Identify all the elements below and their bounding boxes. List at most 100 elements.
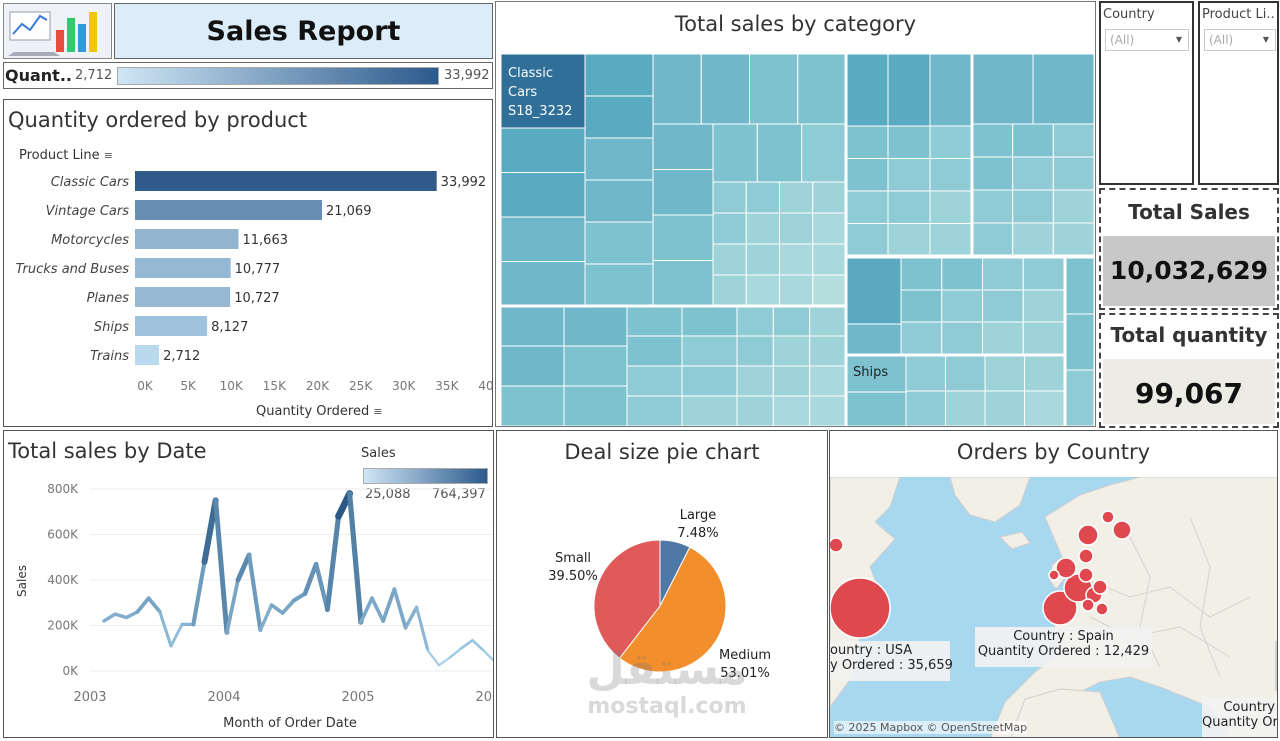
treemap-cell-trucks-buses[interactable] [971,222,1014,257]
bar[interactable] [135,229,239,249]
treemap-cell-motorcycles[interactable] [929,53,973,127]
treemap-cell-ships[interactable] [905,390,946,426]
treemap-cell-vintage-cars[interactable] [681,395,738,426]
treemap-cell-classic-cars[interactable] [652,53,702,125]
treemap-cell-classic-cars[interactable] [652,169,714,216]
treemap-cell-motorcycles[interactable] [845,158,889,192]
line-segment[interactable] [381,587,397,623]
treemap-cell-vintage-cars[interactable] [772,395,811,426]
line-segment[interactable] [302,561,319,596]
line-segment[interactable] [135,596,151,614]
treemap-cell-motorcycles[interactable] [887,125,931,159]
treemap-cell-classic-cars[interactable] [749,53,799,125]
treemap-cell-planes[interactable] [900,321,943,355]
treemap-cell-planes[interactable] [900,289,943,323]
treemap-cell-ships[interactable] [905,355,946,392]
country-bubble-belgium[interactable] [1078,567,1094,583]
treemap-cell-classic-cars[interactable] [500,127,586,173]
treemap-cell-ships[interactable] [984,390,1025,426]
country-bubbles[interactable] [830,510,1132,639]
treemap-cell-classic-cars[interactable] [584,263,654,307]
treemap-cell-classic-cars[interactable] [584,221,654,265]
line-segment[interactable] [460,638,474,650]
line-segment[interactable] [247,552,263,633]
sort-axis-icon[interactable]: ≡ [373,405,383,418]
treemap-cell-vintage-cars[interactable] [626,365,683,397]
treemap-cell-trucks-buses[interactable] [1012,222,1054,257]
bar[interactable] [135,258,231,278]
country-filter-dropdown[interactable]: (All) ▼ [1105,29,1189,51]
line-segment[interactable] [124,610,140,620]
line-segment[interactable] [269,603,285,615]
line-segment[interactable] [169,622,184,648]
treemap-cell-classic-cars[interactable] [712,181,747,214]
treemap-cell-classic-cars[interactable] [584,95,654,139]
treemap-cell-planes[interactable] [845,257,902,325]
pie-slice-small[interactable] [593,539,661,659]
treemap-cell-motorcycles[interactable] [845,125,889,159]
treemap-cell-ships[interactable] [945,355,986,392]
treemap-cell-motorcycles[interactable] [887,223,931,257]
country-bubble-ireland[interactable] [1048,569,1060,581]
line-segment[interactable] [426,649,441,667]
treemap-cell-classic-cars[interactable] [812,181,847,214]
line-segment[interactable] [370,596,385,623]
treemap-cell-classic-cars[interactable] [779,243,814,276]
treemap-cell-classic-cars[interactable] [584,179,654,223]
treemap-cell-classic-cars[interactable] [812,243,847,276]
treemap-cell-classic-cars[interactable] [652,123,714,170]
treemap-cell-vintage-cars[interactable] [626,335,683,367]
treemap-cell-trucks-buses[interactable] [1052,189,1095,224]
treemap-cell-classic-cars[interactable] [745,181,780,214]
line-segment[interactable] [201,497,219,565]
treemap-cell-classic-cars[interactable] [700,53,750,125]
treemap-cell-classic-cars[interactable] [500,172,586,218]
bar[interactable] [135,171,437,191]
line-segment[interactable] [415,605,430,653]
line-segment[interactable] [482,649,494,662]
country-bubble-spain[interactable] [1042,590,1078,626]
treemap-cell-vintage-cars[interactable] [626,305,683,337]
treemap-cell-trucks-buses[interactable] [971,189,1014,224]
line-segment[interactable] [347,490,364,625]
treemap-cell-trucks-buses[interactable] [1012,156,1054,191]
line-segment[interactable] [258,603,274,632]
treemap-cell-vintage-cars[interactable] [681,365,738,397]
treemap-cell-motorcycles[interactable] [929,190,973,224]
treemap-cell-vintage-cars[interactable] [772,335,811,367]
treemap-cell-trains[interactable] [1065,257,1095,315]
bar[interactable] [135,287,231,307]
treemap-cell-planes[interactable] [982,321,1024,355]
treemap-cell-classic-cars[interactable] [779,274,814,307]
treemap-cell-trucks-buses[interactable] [971,156,1014,191]
treemap-cell-classic-cars[interactable] [812,274,847,307]
treemap-cell-classic-cars[interactable] [779,181,814,214]
treemap-cell-vintage-cars[interactable] [809,305,847,337]
treemap-cell-planes[interactable] [845,323,902,355]
treemap-cell-trains[interactable] [1065,369,1095,426]
line-segment[interactable] [324,513,342,613]
treemap-cell-vintage-cars[interactable] [772,305,811,337]
line-segment[interactable] [113,612,129,620]
treemap-cell-classic-cars[interactable] [712,212,747,245]
treemap-cell-vintage-cars[interactable] [563,305,628,347]
treemap-cell-trucks-buses[interactable] [1032,53,1095,125]
treemap-cell-trucks-buses[interactable] [1052,156,1095,191]
treemap-cell-motorcycles[interactable] [845,53,889,127]
treemap-cell-classic-cars[interactable] [797,53,847,125]
treemap-cell-classic-cars[interactable] [652,214,714,261]
treemap-cell-ships[interactable] [984,355,1025,392]
treemap-cell-planes[interactable] [941,289,983,323]
treemap-cell-vintage-cars[interactable] [736,305,774,337]
pie-slice-medium[interactable] [618,546,727,673]
treemap-cell-planes[interactable] [1022,289,1065,323]
treemap-cell-classic-cars[interactable] [712,123,758,183]
line-segment[interactable] [313,561,330,612]
treemap-cell-classic-cars[interactable] [584,53,654,97]
treemap-cell-vintage-cars[interactable] [500,345,565,387]
treemap-cell-planes[interactable] [900,257,943,291]
treemap-cell-ships[interactable] [845,391,907,426]
treemap-cell-vintage-cars[interactable] [809,365,847,397]
treemap-cell-motorcycles[interactable] [929,125,973,159]
treemap-cell-vintage-cars[interactable] [681,305,738,337]
